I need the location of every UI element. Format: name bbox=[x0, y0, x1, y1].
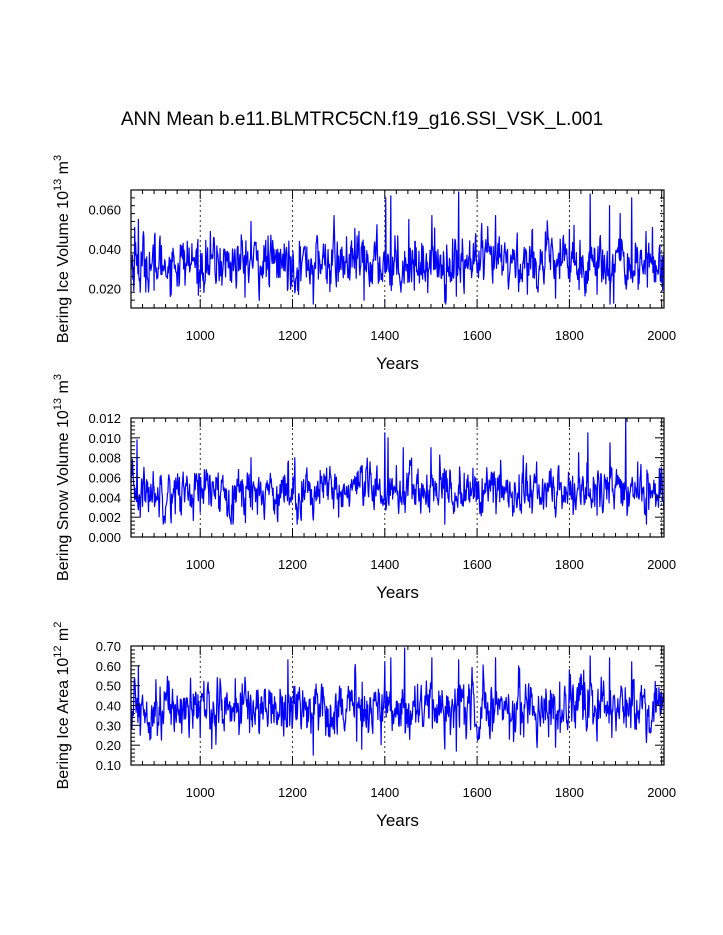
x-tick-label: 1000 bbox=[186, 328, 215, 343]
x-tick-label: 1600 bbox=[463, 328, 492, 343]
y-tick-label: 0.50 bbox=[96, 679, 121, 694]
x-tick-label: 1800 bbox=[555, 328, 584, 343]
y-tick-label: 0.10 bbox=[96, 758, 121, 773]
chart-panel-1: 1000 1200 1400 1600 1800 2000 0.020 0.040 0.060 Y… bbox=[52, 155, 676, 373]
series-line bbox=[130, 191, 665, 305]
x-tick-label: 1800 bbox=[555, 785, 584, 800]
y-tick-label: 0.20 bbox=[96, 738, 121, 753]
y-axis-title: Bering Ice Volume 1013 m3 bbox=[52, 155, 72, 343]
y-tick-label: 0.70 bbox=[96, 639, 121, 654]
y-axis-title: Bering Snow Volume 1013 m3 bbox=[52, 374, 72, 581]
x-tick-label: 2000 bbox=[647, 785, 676, 800]
x-axis-title: Years bbox=[376, 583, 419, 602]
x-tick-label: 1200 bbox=[278, 328, 307, 343]
y-tick-label: 0.010 bbox=[88, 431, 121, 446]
series-line bbox=[130, 647, 665, 756]
plot-frame bbox=[130, 189, 665, 309]
x-tick-label: 1200 bbox=[278, 785, 307, 800]
y-axis-title: Bering Ice Area 1012 m2 bbox=[52, 622, 72, 790]
x-tick-label: 1400 bbox=[370, 328, 399, 343]
y-tick-label: 0.30 bbox=[96, 718, 121, 733]
x-tick-label: 2000 bbox=[647, 557, 676, 572]
x-tick-label: 1000 bbox=[186, 557, 215, 572]
x-tick-label: 1800 bbox=[555, 557, 584, 572]
chart-panel-2: 1000 1200 1400 1600 1800 2000 0.000 0.002 0.004 0… bbox=[52, 374, 676, 602]
y-tick-label: 0.40 bbox=[96, 699, 121, 714]
y-tick-label: 0.006 bbox=[88, 471, 121, 486]
x-tick-label: 1400 bbox=[370, 785, 399, 800]
y-tick-label: 0.060 bbox=[88, 203, 121, 218]
x-tick-label: 1000 bbox=[186, 785, 215, 800]
y-tick-label: 0.004 bbox=[88, 490, 121, 505]
x-tick-label: 1400 bbox=[370, 557, 399, 572]
x-axis-title: Years bbox=[376, 354, 419, 373]
chart-panel-3: 1000 1200 1400 1600 1800 2000 0.10 0.20 0.30 0.40… bbox=[52, 622, 676, 830]
y-tick-label: 0.040 bbox=[88, 242, 121, 257]
x-tick-label: 1600 bbox=[463, 557, 492, 572]
y-tick-label: 0.008 bbox=[88, 451, 121, 466]
x-tick-label: 1600 bbox=[463, 785, 492, 800]
y-tick-label: 0.012 bbox=[88, 411, 121, 426]
plot-frame bbox=[130, 417, 665, 538]
series-line bbox=[130, 417, 665, 525]
y-tick-label: 0.60 bbox=[96, 659, 121, 674]
x-axis-title: Years bbox=[376, 811, 419, 830]
y-tick-label: 0.000 bbox=[88, 530, 121, 545]
x-tick-label: 1200 bbox=[278, 557, 307, 572]
y-tick-label: 0.020 bbox=[88, 281, 121, 296]
figure-title: ANN Mean b.e11.BLMTRC5CN.f19_g16.SSI_VSK… bbox=[121, 109, 603, 130]
x-tick-label: 2000 bbox=[647, 328, 676, 343]
y-tick-label: 0.002 bbox=[88, 510, 121, 525]
